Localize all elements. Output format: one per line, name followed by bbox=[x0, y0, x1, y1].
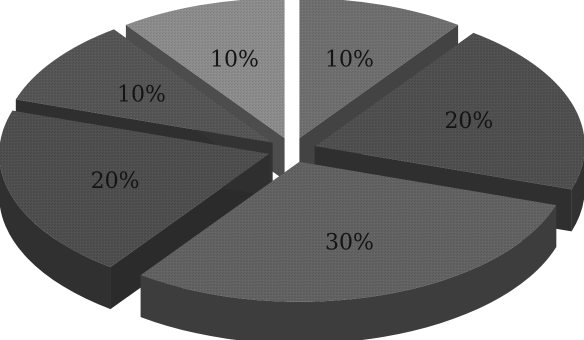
slice-label-1: 10% bbox=[325, 47, 374, 72]
pie-slice-outer-wall bbox=[571, 157, 584, 232]
pie-slice-3 bbox=[140, 161, 557, 340]
slice-label-5: 10% bbox=[117, 82, 166, 107]
slice-label-3: 30% bbox=[325, 231, 374, 256]
slice-label-6: 10% bbox=[210, 47, 259, 72]
slice-label-4: 20% bbox=[91, 169, 140, 194]
slice-label-2: 20% bbox=[444, 109, 493, 134]
pie-slice-texture bbox=[15, 29, 273, 143]
pie-slice-5 bbox=[15, 29, 273, 185]
pie-slice-outer-wall bbox=[140, 205, 557, 340]
pie-slice-texture bbox=[314, 32, 584, 190]
pie-slice-4 bbox=[0, 110, 270, 310]
pie-slice-texture bbox=[140, 161, 557, 302]
pie-slice-outer-wall bbox=[0, 164, 111, 310]
pie-slice-texture bbox=[0, 110, 270, 268]
pie-slice-texture bbox=[125, 0, 285, 139]
pie-slice-texture bbox=[299, 0, 459, 139]
